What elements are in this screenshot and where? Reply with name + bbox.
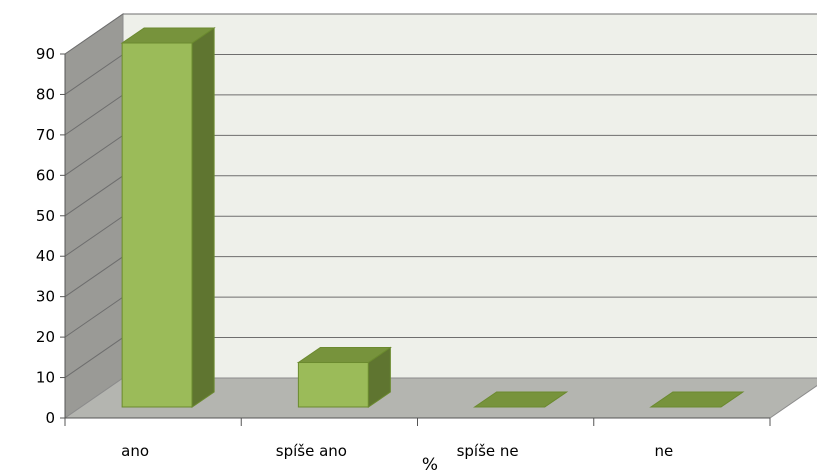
bar-front [121, 42, 193, 408]
y-tick-label: 0 [45, 409, 55, 427]
bars [120, 27, 745, 408]
bar [296, 346, 392, 408]
y-tick-label: 70 [36, 126, 55, 144]
axis-labels: 0 10 20 30 40 50 60 70 80 90 ano spíše ano spíše ne n… [36, 45, 673, 475]
bar [120, 27, 216, 408]
bar [473, 391, 569, 408]
gridline [64, 13, 817, 55]
x-category-label: ne [655, 442, 674, 460]
bar-front [297, 362, 369, 408]
bar-side [191, 27, 215, 408]
axes [60, 53, 771, 426]
x-category-label: ano [121, 442, 149, 460]
y-tick-label: 60 [36, 166, 55, 184]
y-tick-label: 90 [36, 45, 55, 63]
legend-series-label: % [422, 455, 438, 475]
x-category-label: spíše ne [457, 442, 519, 460]
chart-walls [63, 13, 817, 419]
y-tick-label: 30 [36, 288, 55, 306]
bar-top [473, 391, 569, 408]
bar-top [649, 391, 745, 408]
x-category-label: spíše ano [276, 442, 347, 460]
y-tick-label: 80 [36, 85, 55, 103]
bar-top [120, 27, 216, 44]
y-tick-label: 50 [36, 207, 55, 225]
y-tick-label: 20 [36, 328, 55, 346]
back-wall [122, 13, 817, 379]
y-tick-label: 40 [36, 247, 55, 265]
bar [649, 391, 745, 408]
bar-top [296, 347, 392, 364]
y-tick-label: 10 [36, 369, 55, 387]
